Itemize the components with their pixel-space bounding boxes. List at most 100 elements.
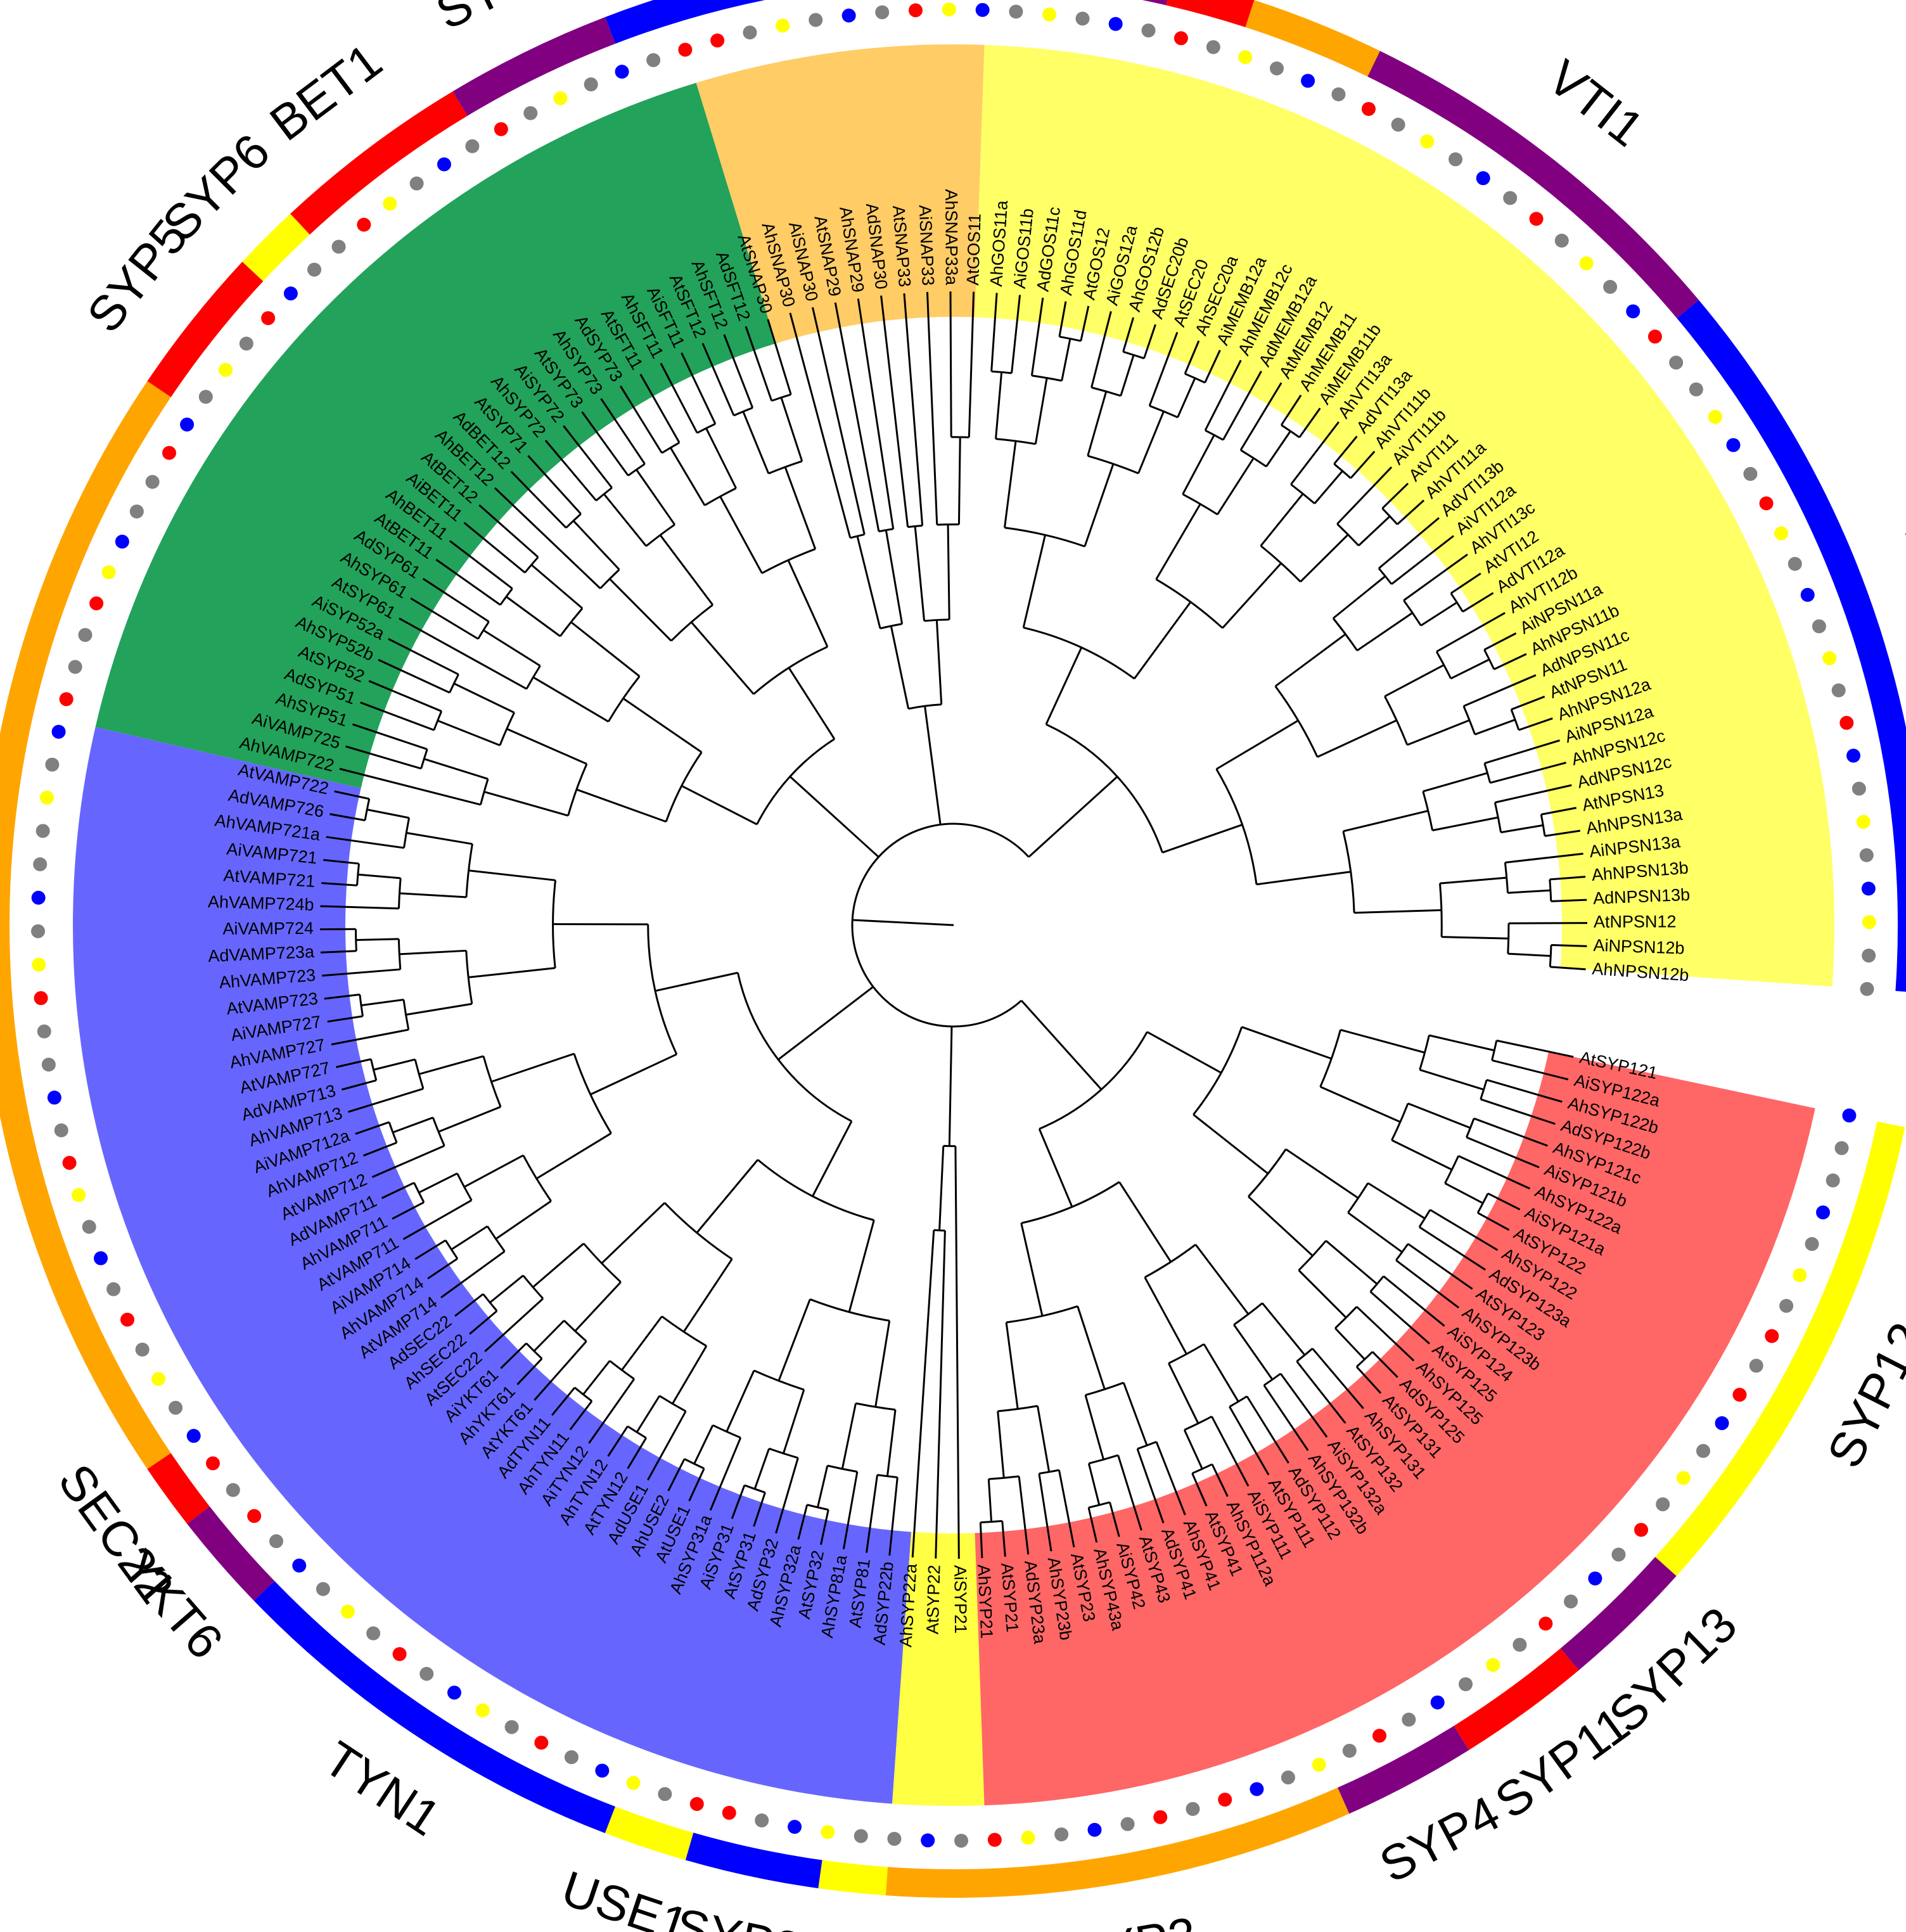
species-dot [1800,587,1815,602]
branch [435,558,501,606]
subfamily-label: SYP4 [1371,1785,1508,1893]
species-dot [504,1720,519,1734]
species-dot [1087,1822,1102,1837]
branch [1450,572,1481,594]
branch-arc [482,1056,502,1108]
subfamily-arc [147,1453,210,1525]
clade-wedge [73,727,912,1804]
branch [1155,1441,1186,1516]
branch-arc [879,623,902,630]
species-dot [1611,1547,1626,1562]
branch [574,1281,622,1332]
species-dot [615,65,629,79]
species-dot [1859,848,1874,862]
branch [1419,1068,1485,1091]
branch [987,1479,993,1522]
species-dot [1459,1677,1473,1691]
branch [890,625,910,709]
branch [948,1026,953,1146]
branch-arc [827,1464,858,1473]
branch [1432,816,1499,831]
branch [1087,391,1108,456]
branch [1136,1449,1165,1524]
branch [1120,354,1135,397]
species-dot [1634,1523,1649,1537]
species-dot [261,311,276,326]
branch [1480,1098,1556,1125]
subfamily-arc [1367,51,1699,319]
branch [1217,457,1255,515]
species-dot [226,1483,240,1497]
species-dot [1689,382,1703,397]
branch [1314,470,1343,504]
branch [321,882,357,886]
species-dot [106,1282,121,1296]
subfamily-arc [290,91,468,235]
species-dot [40,790,54,805]
subfamily-label: BET1 [260,32,392,151]
species-dot [383,196,397,211]
species-dot [678,42,693,57]
branch [1003,440,1017,528]
branch [368,680,442,712]
branch [483,791,569,817]
branch [463,521,526,573]
branch [1184,340,1200,374]
species-dot [307,262,322,277]
species-dot [94,1251,108,1265]
species-dot [59,692,74,707]
leaf-label: AdNPSN13b [1593,885,1691,908]
branch [1183,1429,1203,1469]
branch [449,540,513,589]
branch [1507,889,1551,894]
branch-arc [1355,1351,1374,1368]
branch [682,1258,733,1333]
species-dot [101,565,116,580]
branch [361,999,404,1007]
branch [1061,338,1071,381]
species-dot [1054,1827,1069,1841]
branch [1193,1113,1269,1175]
branch-arc [486,1225,506,1252]
branch [609,578,672,642]
branch [1122,1382,1148,1446]
branch [1290,421,1340,485]
species-dot [1822,651,1837,665]
branch [1494,784,1572,803]
branch-arc [1059,335,1082,342]
branch [1430,1208,1499,1251]
branch [780,397,803,462]
branch [1022,534,1046,628]
species-dot [186,1429,201,1443]
subfamily-arc [1142,0,1168,6]
species-dot [1430,1695,1445,1710]
species-dot [68,660,82,674]
branch [469,1310,498,1335]
branch [506,596,561,637]
branch [719,496,763,574]
branch [490,1052,575,1083]
branch [544,440,597,501]
branch [627,1437,647,1469]
branch [1505,852,1583,864]
species-dot [523,106,538,120]
branch-arc [744,1484,765,1494]
branch [423,758,489,780]
species-dot [1503,191,1518,205]
species-dot [331,240,346,254]
branch [775,1457,799,1534]
branch [418,1055,484,1075]
branch [331,1028,409,1046]
clade-wedge [696,44,985,343]
branch [886,1409,897,1476]
subfamily-arc [1245,0,1380,77]
branch-arc [1438,883,1443,937]
branch [1260,493,1304,547]
species-dot [162,445,177,460]
branch [655,971,738,992]
species-dot [1834,1141,1849,1155]
branch [636,469,676,525]
branch [1397,499,1425,525]
branch [1058,301,1067,337]
species-dot [447,1686,461,1700]
